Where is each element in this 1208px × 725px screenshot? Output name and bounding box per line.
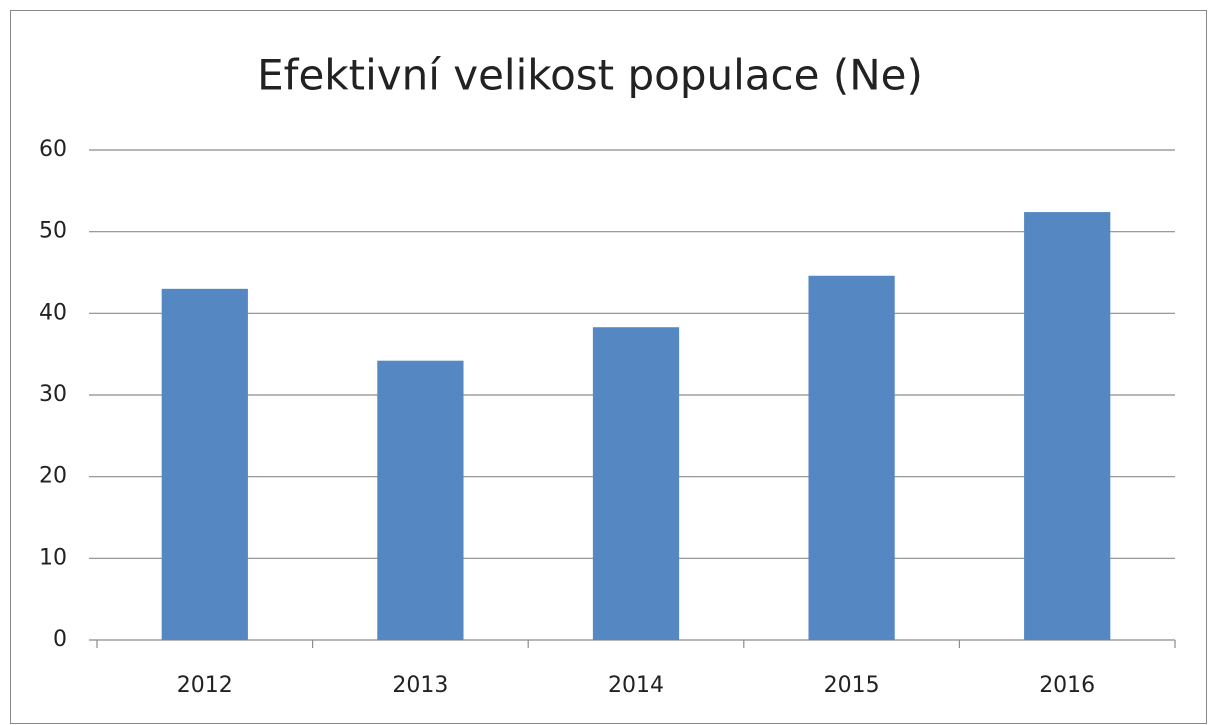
bar (161, 288, 248, 640)
y-tick-label: 60 (39, 137, 67, 162)
y-tick-label: 0 (53, 627, 67, 652)
x-tick-label: 2012 (177, 673, 233, 698)
y-tick-label: 10 (39, 545, 67, 570)
bar (592, 327, 680, 640)
x-tick-label: 2014 (608, 673, 664, 698)
x-tick-label: 2013 (392, 673, 448, 698)
x-tick-label: 2016 (1039, 673, 1095, 698)
y-tick-label: 40 (39, 300, 67, 325)
y-tick-label: 20 (39, 464, 67, 489)
bar (808, 275, 895, 640)
y-tick-label: 50 (39, 219, 67, 244)
x-tick-label: 2015 (824, 673, 880, 698)
y-tick-label: 30 (39, 382, 67, 407)
bar (1024, 212, 1111, 641)
chart-title: Efektivní velikost populace (Ne) (257, 51, 923, 100)
bar (377, 360, 464, 640)
